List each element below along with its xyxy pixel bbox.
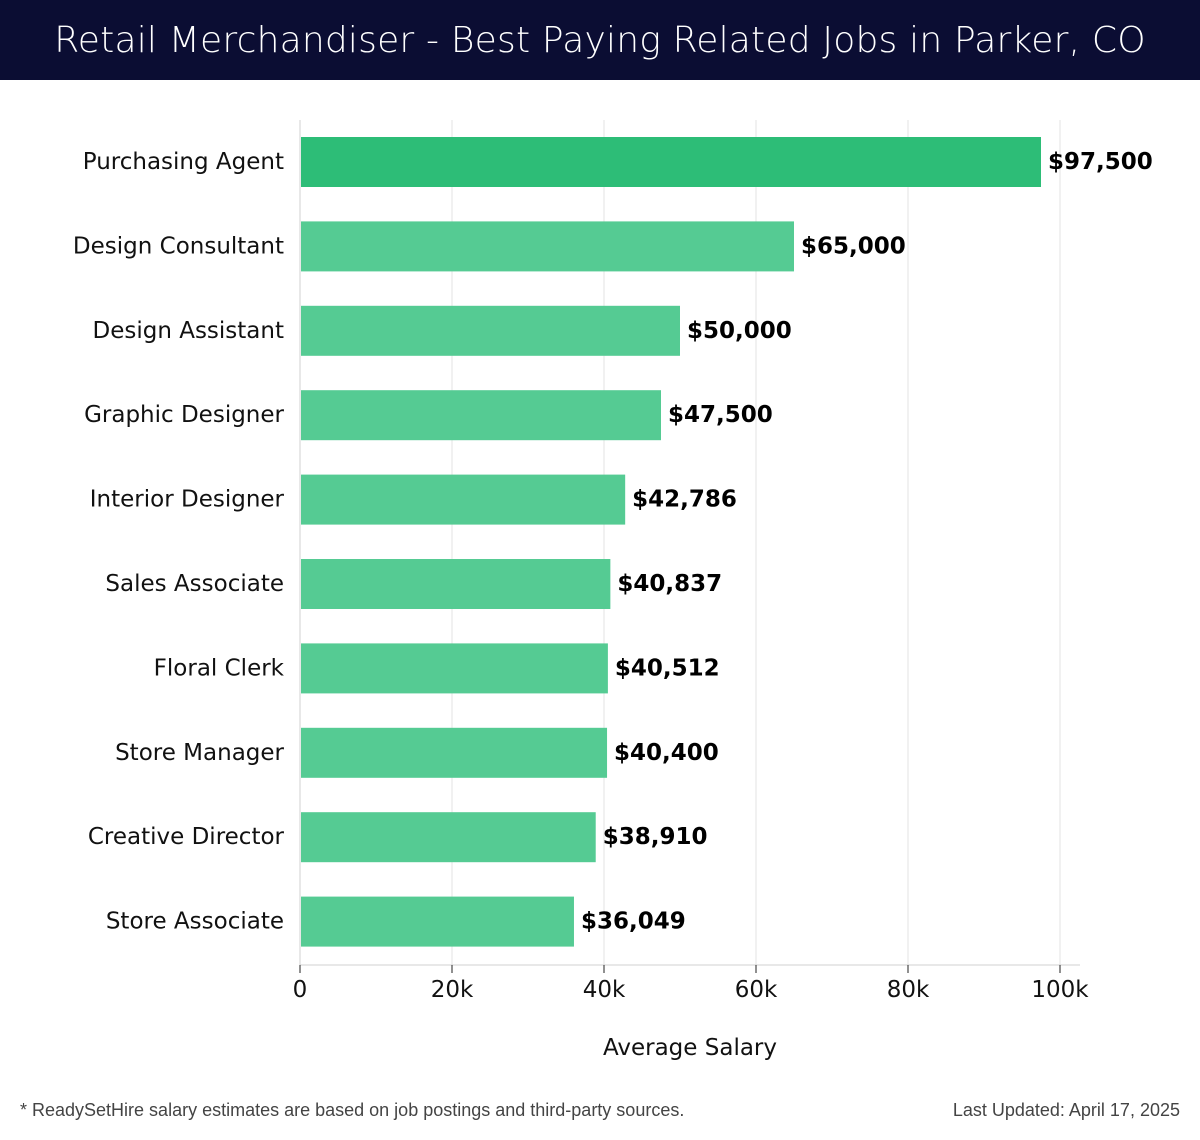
value-label: $36,049 — [581, 909, 686, 935]
last-updated: Last Updated: April 17, 2025 — [952, 1100, 1180, 1120]
bar — [301, 221, 794, 272]
value-label: $47,500 — [668, 402, 773, 428]
x-tick-label: 20k — [431, 977, 474, 1003]
bar — [301, 137, 1041, 187]
value-label: $50,000 — [687, 318, 792, 344]
salary-bar-chart: Purchasing Agent $97,500 Design Consultant… — [73, 120, 1153, 1061]
category-label: Interior Designer — [90, 487, 285, 513]
category-label: Graphic Designer — [84, 402, 284, 428]
category-label: Purchasing Agent — [83, 149, 284, 175]
x-axis-title: Average Salary — [603, 1035, 777, 1061]
category-label: Creative Director — [88, 824, 285, 850]
x-tick-label: 40k — [583, 977, 626, 1003]
value-label: $40,512 — [615, 655, 720, 681]
value-label: $38,910 — [603, 824, 708, 850]
category-label: Design Consultant — [73, 233, 284, 259]
bar — [301, 305, 680, 356]
chart-title: Retail Merchandiser - Best Paying Relate… — [54, 19, 1146, 61]
x-tick-label: 100k — [1031, 977, 1089, 1003]
bar — [301, 812, 596, 863]
value-label: $40,837 — [617, 571, 722, 597]
category-label: Store Manager — [115, 740, 284, 766]
value-label: $97,500 — [1048, 149, 1153, 175]
value-label: $65,000 — [801, 233, 906, 259]
footer-note: * ReadySetHire salary estimates are base… — [20, 1100, 685, 1120]
value-label: $40,400 — [614, 740, 719, 766]
bar — [301, 474, 626, 525]
bar — [301, 390, 661, 441]
category-label: Store Associate — [106, 909, 284, 935]
x-tick-label: 60k — [735, 977, 778, 1003]
x-tick-label: 80k — [887, 977, 930, 1003]
value-label: $42,786 — [632, 487, 737, 513]
bar — [301, 559, 611, 609]
bar — [301, 727, 608, 778]
bar — [301, 896, 574, 947]
category-label: Floral Clerk — [154, 655, 285, 681]
category-label: Design Assistant — [92, 318, 284, 344]
category-label: Sales Associate — [105, 571, 284, 597]
bar — [301, 643, 608, 694]
chart-header: Retail Merchandiser - Best Paying Relate… — [0, 0, 1200, 80]
x-tick-label: 0 — [293, 977, 308, 1003]
